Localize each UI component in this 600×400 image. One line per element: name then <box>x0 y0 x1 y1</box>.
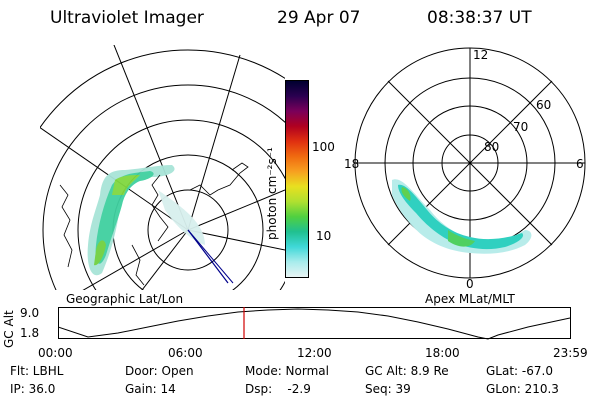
colorbar-unit: photon cm⁻²s⁻¹ <box>265 147 279 240</box>
info-door: Door: Open <box>125 364 194 378</box>
altitude-curve <box>58 308 571 340</box>
info-glat: GLat: -67.0 <box>486 364 553 378</box>
instrument-title: Ultraviolet Imager <box>50 8 204 28</box>
info-mode: Mode: Normal <box>245 364 329 378</box>
altitude-ylabel: GC Alt <box>2 310 16 348</box>
lat-circle <box>40 49 285 129</box>
xtick-0000: 00:00 <box>38 346 73 360</box>
geographic-label: Geographic Lat/Lon <box>66 292 184 306</box>
altitude-ytick-9: 9.0 <box>20 306 40 320</box>
mlt-label-6: 6 <box>576 157 584 171</box>
lat-circle <box>42 84 285 290</box>
xtick-0600: 06:00 <box>168 346 203 360</box>
lat-circle <box>77 119 285 290</box>
magnetic-polar-plot: 12 18 6 0 60 70 80 <box>344 47 586 290</box>
altitude-chart-frame <box>58 307 571 339</box>
info-ip: IP: 36.0 <box>10 382 56 396</box>
xtick-1200: 12:00 <box>297 346 332 360</box>
xtick-1800: 18:00 <box>425 346 460 360</box>
time-label: 08:38:37 UT <box>427 8 532 28</box>
lat-circle <box>147 189 229 271</box>
altitude-ytick-1-8: 1.8 <box>20 326 40 340</box>
lat-label-60: 60 <box>536 98 551 112</box>
info-dsp: Dsp: -2.9 <box>245 382 311 396</box>
geographic-map <box>40 45 285 290</box>
info-gc-alt: GC Alt: 8.9 Re <box>365 364 449 378</box>
lat-label-70: 70 <box>513 120 528 134</box>
xtick-2359: 23:59 <box>553 346 588 360</box>
colorbar-tick-100: 100 <box>312 140 335 154</box>
info-glon: GLon: 210.3 <box>486 382 559 396</box>
colorbar <box>285 80 309 278</box>
colorbar-tick-10: 10 <box>316 229 332 243</box>
altitude-chart <box>58 307 571 340</box>
lat-label-80: 80 <box>484 140 499 154</box>
mlt-label-18: 18 <box>344 157 359 171</box>
mlt-label-0: 0 <box>466 277 474 290</box>
date-label: 29 Apr 07 <box>277 8 361 28</box>
info-flt: Flt: LBHL <box>10 364 64 378</box>
mlt-label-12: 12 <box>473 48 488 62</box>
info-seq: Seq: 39 <box>365 382 411 396</box>
apex-label: Apex MLat/MLT <box>425 292 515 306</box>
info-gain: Gain: 14 <box>125 382 176 396</box>
